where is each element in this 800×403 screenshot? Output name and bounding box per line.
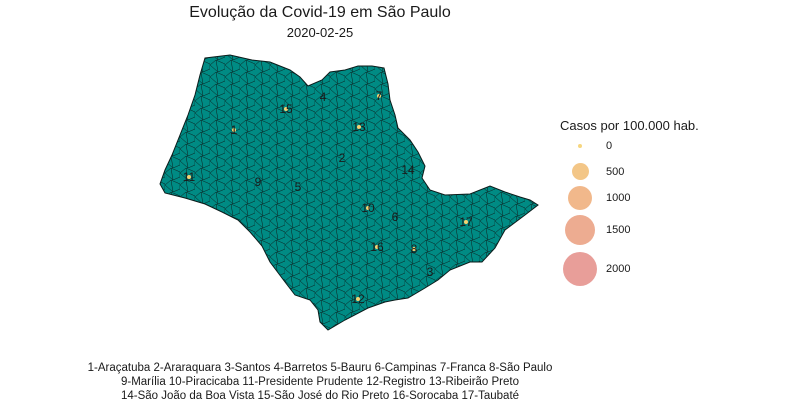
case-marker-15 bbox=[284, 107, 288, 111]
legend-item-1000: 1000 bbox=[560, 178, 760, 218]
region-label-12: 12 bbox=[351, 292, 365, 306]
region-label-8: 8 bbox=[411, 242, 418, 256]
legend-label: 2000 bbox=[606, 263, 631, 275]
legend-bubble bbox=[578, 144, 582, 148]
state-outline bbox=[159, 54, 539, 331]
region-label-3: 3 bbox=[427, 265, 434, 279]
region-label-16: 16 bbox=[370, 240, 384, 254]
region-label-1: 1 bbox=[231, 123, 238, 137]
region-label-2: 2 bbox=[339, 151, 346, 165]
region-label-5: 5 bbox=[295, 180, 302, 194]
region-label-15: 15 bbox=[279, 102, 293, 116]
region-key-line-3: 14-São João da Boa Vista 15-São José do … bbox=[120, 390, 520, 402]
legend-bubble bbox=[565, 215, 595, 245]
region-label-4: 4 bbox=[320, 90, 327, 104]
legend-item-1500: 1500 bbox=[560, 207, 760, 247]
case-marker-12 bbox=[356, 297, 360, 301]
legend-item-500: 500 bbox=[560, 155, 760, 195]
case-marker-16 bbox=[375, 245, 379, 249]
legend-label: 1000 bbox=[606, 192, 631, 204]
legend-bubble bbox=[568, 186, 592, 210]
legend-bubble bbox=[571, 163, 589, 180]
case-marker-10 bbox=[366, 206, 370, 210]
case-marker-13 bbox=[357, 125, 361, 129]
map-subtitle-date: 2020-02-25 bbox=[286, 25, 354, 40]
region-label-11: 11 bbox=[183, 170, 196, 184]
region-label-6: 6 bbox=[392, 210, 399, 224]
region-label-14: 14 bbox=[401, 163, 415, 177]
region-key-line-1: 1-Araçatuba 2-Araraquara 3-Santos 4-Barr… bbox=[87, 362, 553, 374]
case-marker-8 bbox=[412, 247, 416, 251]
case-marker-7 bbox=[377, 94, 381, 98]
map-title: Evolução da Covid-19 em São Paulo bbox=[189, 4, 451, 21]
legend-bubble bbox=[563, 252, 597, 286]
case-marker-17 bbox=[464, 220, 468, 224]
legend-item-2000: 2000 bbox=[560, 244, 760, 286]
legend-label: 0 bbox=[606, 140, 613, 152]
legend-title: Casos por 100.000 hab. bbox=[560, 118, 699, 133]
legend-item-0: 0 bbox=[560, 136, 760, 176]
legend-label: 1500 bbox=[606, 224, 631, 236]
case-marker-11 bbox=[187, 175, 191, 179]
region-label-9: 9 bbox=[255, 175, 262, 189]
region-label-7: 7 bbox=[376, 89, 383, 103]
region-label-10: 10 bbox=[361, 201, 375, 215]
case-marker-1 bbox=[232, 128, 236, 132]
legend-label: 500 bbox=[606, 165, 625, 178]
region-label-17: 17 bbox=[459, 215, 473, 229]
region-label-13: 13 bbox=[352, 120, 366, 134]
region-key-line-2: 9-Marília 10-Piracicaba 11-Presidente Pr… bbox=[120, 376, 519, 388]
municipality-borders bbox=[160, 55, 538, 330]
